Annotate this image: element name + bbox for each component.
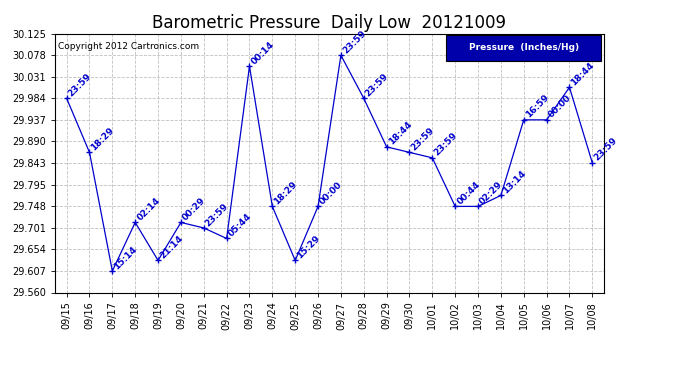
- Text: 18:44: 18:44: [569, 60, 596, 87]
- Text: 23:59: 23:59: [433, 131, 459, 158]
- Text: 21:14: 21:14: [158, 234, 185, 261]
- Text: 18:44: 18:44: [386, 120, 413, 147]
- Text: 00:29: 00:29: [181, 196, 208, 222]
- Text: 13:14: 13:14: [501, 169, 528, 195]
- Text: 00:00: 00:00: [546, 94, 573, 120]
- Text: 05:44: 05:44: [226, 212, 253, 238]
- Text: 23:59: 23:59: [341, 28, 368, 55]
- Text: 23:59: 23:59: [409, 126, 436, 152]
- Text: Pressure  (Inches/Hg): Pressure (Inches/Hg): [469, 44, 579, 52]
- Text: 23:59: 23:59: [204, 201, 230, 228]
- Text: 00:44: 00:44: [455, 180, 482, 206]
- Text: 15:14: 15:14: [112, 244, 139, 271]
- Text: 23:59: 23:59: [67, 72, 93, 98]
- Text: 00:00: 00:00: [318, 180, 344, 206]
- Title: Barometric Pressure  Daily Low  20121009: Barometric Pressure Daily Low 20121009: [152, 14, 506, 32]
- Text: 15:29: 15:29: [295, 234, 322, 261]
- Text: 02:29: 02:29: [478, 180, 504, 206]
- Text: 02:14: 02:14: [135, 196, 161, 222]
- Text: 00:14: 00:14: [250, 40, 276, 66]
- FancyBboxPatch shape: [446, 34, 601, 62]
- Text: 18:29: 18:29: [273, 180, 299, 206]
- Text: 23:59: 23:59: [592, 136, 619, 163]
- Text: 16:59: 16:59: [524, 93, 551, 120]
- Text: Copyright 2012 Cartronics.com: Copyright 2012 Cartronics.com: [58, 42, 199, 51]
- Text: 18:29: 18:29: [90, 126, 116, 152]
- Text: 23:59: 23:59: [364, 72, 391, 98]
